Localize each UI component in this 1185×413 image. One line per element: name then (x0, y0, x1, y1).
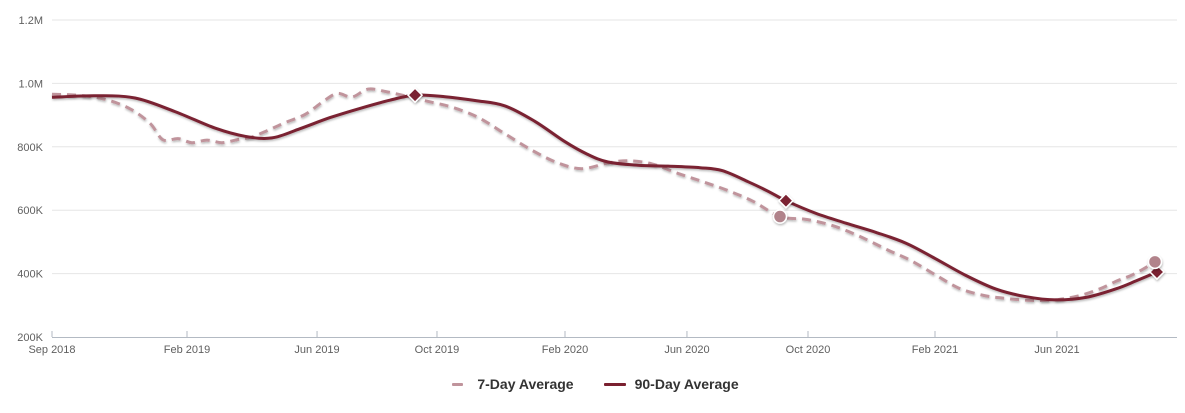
chart-legend: 7-Day Average 90-Day Average (0, 371, 1185, 397)
x-axis-tick-label: Oct 2020 (786, 344, 831, 356)
circle-marker[interactable] (1147, 254, 1163, 270)
legend-label-7-day-average: 7-Day Average (477, 376, 574, 392)
y-axis-tick-label: 400K (17, 269, 43, 281)
legend-item-90-day-average[interactable]: 90-Day Average (603, 376, 739, 392)
x-axis-tick-label: Sep 2018 (28, 344, 75, 356)
chart-canvas: 200K 400K 600K 800K 1.0M 1.2M Sep 2018 Feb 2019… (17, 15, 1177, 356)
series-line-90-day-average (51, 93, 1158, 302)
x-axis-tick-label: Feb 2019 (164, 344, 210, 356)
diamond-marker[interactable] (1148, 263, 1166, 281)
circle-marker[interactable] (772, 209, 788, 224)
series-line-7-day-average (51, 87, 1156, 303)
x-axis-tick-label: Jun 2021 (1034, 344, 1079, 356)
x-axis-tick-label: Feb 2021 (912, 344, 958, 356)
y-axis-tick-label: 800K (17, 142, 43, 154)
y-axis-tick-label: 1.0M (19, 78, 43, 90)
y-axis-tick-label: 200K (17, 332, 43, 344)
x-axis-tick-label: Oct 2019 (415, 344, 460, 356)
x-axis-tick-label: Jun 2019 (294, 344, 339, 356)
legend-item-7-day-average[interactable]: 7-Day Average (446, 376, 574, 392)
solid-line-swatch-icon (603, 382, 626, 386)
legend-label-90-day-average: 90-Day Average (634, 376, 739, 392)
diamond-marker[interactable] (406, 87, 424, 104)
y-axis-tick-label: 1.2M (19, 15, 43, 27)
y-axis-tick-label: 600K (17, 205, 43, 217)
x-axis-tick-label: Feb 2020 (542, 344, 588, 356)
diamond-marker[interactable] (777, 192, 795, 209)
dashed-line-swatch-icon (446, 382, 468, 386)
x-axis-tick-label: Jun 2020 (664, 344, 709, 356)
